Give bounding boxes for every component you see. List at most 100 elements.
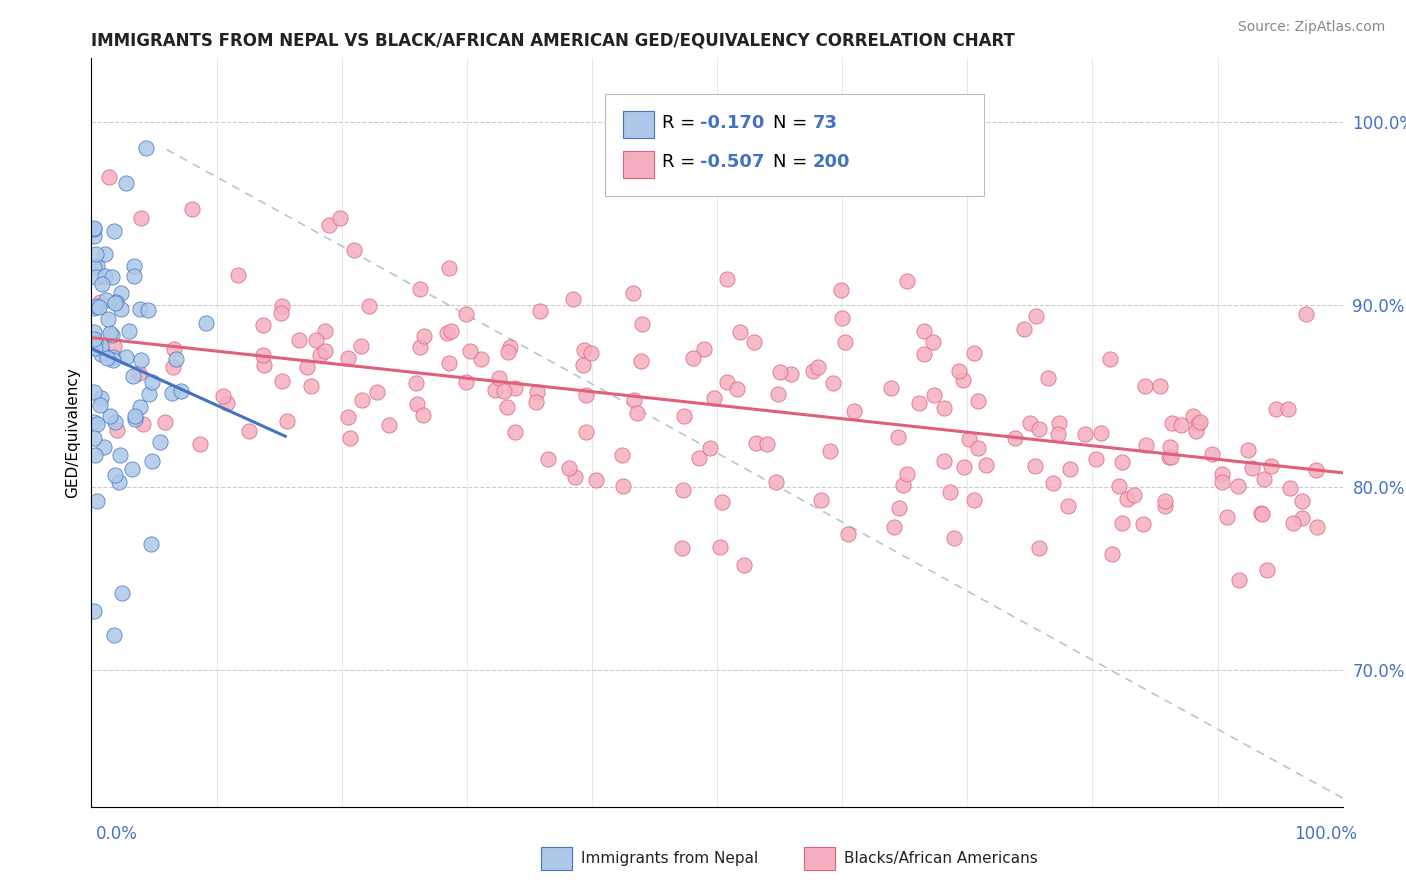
- Point: [529, 304, 551, 318]
- Point: [585, 474, 607, 488]
- Point: [115, 351, 138, 365]
- Point: [83, 221, 105, 235]
- Point: [98, 326, 121, 340]
- Point: [807, 360, 830, 375]
- Point: [1237, 443, 1260, 458]
- Point: [948, 364, 970, 378]
- Point: [672, 409, 695, 423]
- Point: [693, 342, 716, 356]
- Point: [252, 348, 274, 362]
- Point: [745, 436, 768, 450]
- Point: [436, 326, 458, 340]
- Point: [84, 300, 107, 314]
- Point: [932, 454, 955, 468]
- Point: [709, 540, 731, 554]
- Point: [1241, 461, 1264, 475]
- Point: [309, 348, 332, 362]
- Point: [100, 269, 122, 284]
- Point: [716, 271, 738, 285]
- Point: [966, 441, 988, 455]
- Point: [1277, 402, 1299, 417]
- Point: [810, 492, 832, 507]
- Point: [165, 351, 187, 366]
- Point: [716, 375, 738, 389]
- Point: [153, 415, 176, 429]
- Point: [733, 558, 755, 572]
- Point: [908, 395, 931, 409]
- Point: [129, 211, 152, 225]
- Point: [96, 293, 118, 307]
- Point: [83, 326, 105, 340]
- Point: [1012, 322, 1035, 336]
- Point: [122, 259, 145, 273]
- Point: [84, 270, 107, 285]
- Point: [765, 475, 787, 489]
- Point: [350, 339, 373, 353]
- Point: [837, 526, 859, 541]
- Point: [494, 384, 516, 398]
- Point: [496, 345, 519, 359]
- Point: [405, 397, 427, 411]
- Point: [90, 343, 112, 357]
- Point: [1047, 427, 1070, 442]
- Point: [336, 351, 359, 366]
- Text: Source: ZipAtlas.com: Source: ZipAtlas.com: [1237, 20, 1385, 34]
- Point: [412, 329, 434, 343]
- Point: [879, 381, 901, 395]
- Point: [688, 451, 710, 466]
- Point: [318, 218, 340, 232]
- Point: [103, 350, 125, 364]
- Point: [228, 268, 250, 282]
- Point: [124, 409, 146, 423]
- Point: [141, 375, 163, 389]
- Point: [270, 306, 292, 320]
- Point: [437, 261, 460, 276]
- Point: [579, 346, 602, 360]
- Point: [891, 478, 914, 492]
- Point: [83, 415, 105, 429]
- Point: [558, 460, 581, 475]
- Point: [83, 301, 105, 315]
- Point: [887, 501, 910, 516]
- Point: [575, 425, 598, 440]
- Point: [94, 247, 117, 261]
- Point: [572, 343, 595, 357]
- Point: [503, 381, 526, 395]
- Point: [188, 436, 211, 450]
- Point: [562, 293, 585, 307]
- Point: [1028, 541, 1050, 555]
- Point: [831, 310, 853, 325]
- Point: [1004, 431, 1026, 445]
- Point: [703, 391, 725, 405]
- Point: [94, 269, 117, 284]
- Text: N =: N =: [773, 114, 807, 132]
- Point: [626, 406, 648, 420]
- Point: [83, 229, 105, 244]
- Point: [105, 423, 128, 437]
- Point: [470, 351, 492, 366]
- Point: [128, 366, 150, 380]
- Point: [496, 400, 519, 414]
- Point: [943, 531, 966, 545]
- Point: [755, 436, 778, 450]
- Point: [121, 368, 143, 383]
- Point: [1291, 510, 1313, 524]
- Point: [1170, 418, 1192, 433]
- Point: [89, 294, 111, 309]
- Point: [820, 443, 842, 458]
- Point: [1216, 510, 1239, 524]
- Point: [1123, 488, 1146, 502]
- Point: [160, 385, 183, 400]
- Point: [118, 324, 141, 338]
- Point: [343, 243, 366, 257]
- Point: [83, 221, 105, 235]
- Point: [131, 353, 153, 368]
- Point: [163, 343, 186, 357]
- Text: 73: 73: [813, 114, 838, 132]
- Point: [90, 339, 112, 353]
- Point: [1101, 547, 1123, 561]
- Point: [1149, 379, 1171, 393]
- Point: [1251, 508, 1274, 522]
- Point: [1201, 447, 1223, 461]
- Point: [359, 299, 381, 313]
